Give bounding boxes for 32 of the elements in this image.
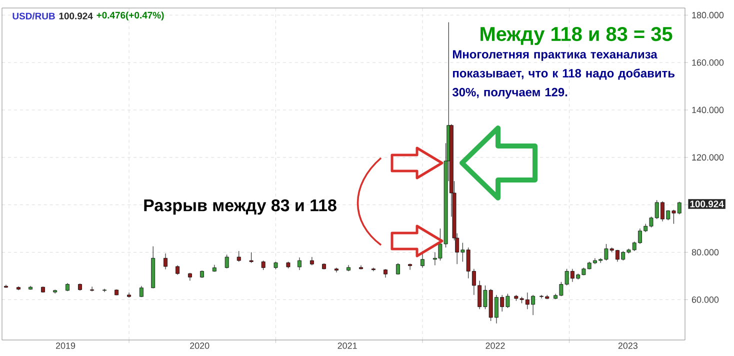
candlestick [90, 286, 94, 292]
annotation: Многолетняя практика теханализа показывает, что к 118 надо добавить 30%, получаем 129. [452, 50, 675, 99]
candlestick [371, 267, 376, 272]
annotation: +0.476(+0.47%) [96, 12, 164, 20]
annotation: Разрыв между 83 и 118 [144, 199, 336, 215]
candlestick [127, 292, 131, 298]
candlestick [236, 250, 241, 262]
x-tick-label: 2019 [56, 342, 76, 349]
x-tick-label: 2023 [618, 342, 638, 349]
candlestick [249, 252, 254, 264]
y-tick-label: 60.000 [692, 296, 719, 303]
chart-subtitle: 100.924 [59, 12, 93, 20]
candlestick [298, 257, 302, 270]
x-tick-label: 2020 [190, 342, 210, 349]
candlestick [310, 256, 314, 266]
x-tick-label: 2021 [338, 342, 357, 349]
candlestick [176, 265, 180, 276]
candlestick [261, 260, 266, 270]
x-tick-label: 2022 [486, 342, 505, 349]
chart-title: USD/RUB [12, 12, 55, 20]
candlestick [408, 263, 412, 270]
y-tick-label: 120.000 [692, 154, 724, 161]
y-tick-label: 140.000 [692, 106, 724, 114]
text: 100.924 [690, 200, 724, 208]
candlestick [164, 253, 168, 270]
candlestick [420, 250, 424, 268]
y-tick-label: 160.000 [692, 59, 724, 66]
candlestick [224, 254, 229, 269]
y-tick-label: 180.000 [692, 12, 724, 18]
candlestick [334, 267, 338, 273]
y-tick-label: 80.000 [692, 249, 719, 256]
annotation: Между 118 и 83 = 35 [480, 26, 672, 46]
